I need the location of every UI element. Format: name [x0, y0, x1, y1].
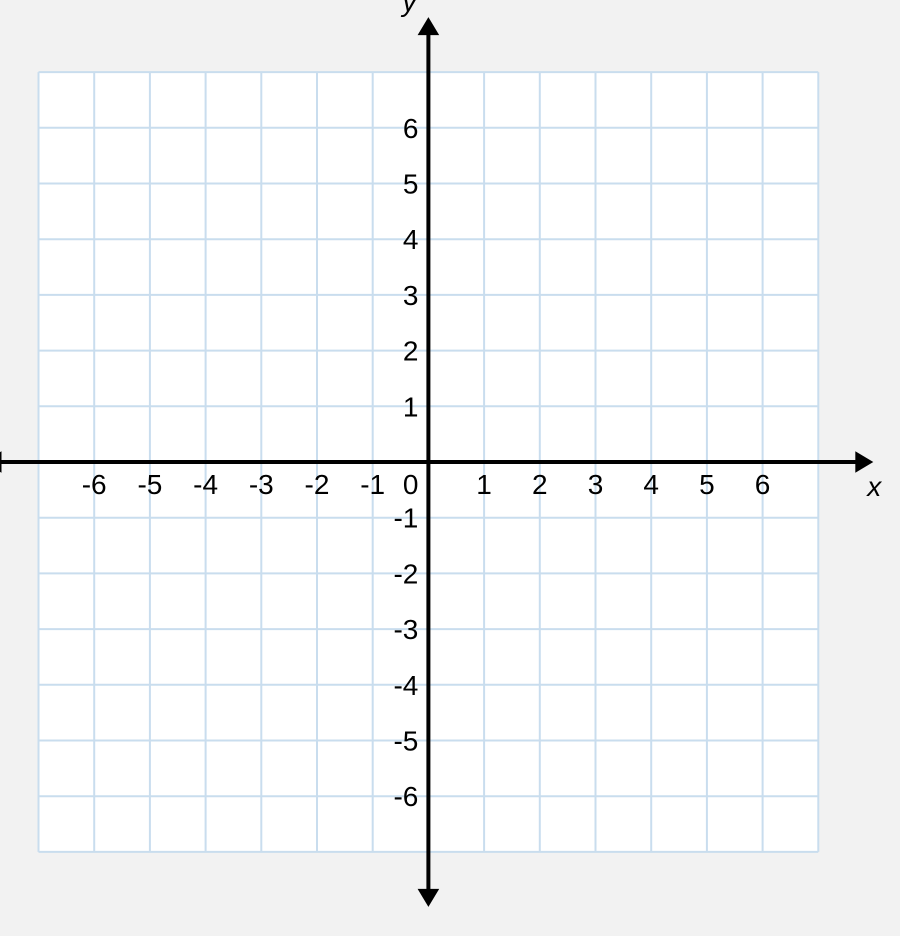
y-tick-label: 6 — [403, 113, 419, 144]
x-tick-label: -6 — [82, 469, 107, 500]
chart-svg: -6-5-4-3-2-10123456-6-5-4-3-2-1123456yx — [0, 0, 900, 936]
y-tick-label: -3 — [393, 614, 418, 645]
y-tick-label: -2 — [393, 558, 418, 589]
x-axis-label: x — [865, 471, 882, 502]
x-tick-label: -4 — [193, 469, 218, 500]
y-tick-label: -6 — [393, 781, 418, 812]
x-tick-label: 3 — [588, 469, 604, 500]
y-axis-label: y — [400, 0, 418, 17]
x-tick-label: -3 — [249, 469, 274, 500]
x-tick-label: 0 — [403, 469, 419, 500]
y-tick-label: -4 — [393, 670, 418, 701]
y-axis-arrow-up — [418, 17, 440, 35]
y-axis-arrow-down — [418, 889, 440, 907]
x-tick-label: -2 — [305, 469, 330, 500]
x-tick-label: 5 — [699, 469, 715, 500]
coordinate-plane-chart: -6-5-4-3-2-10123456-6-5-4-3-2-1123456yx — [0, 0, 900, 936]
y-tick-label: 5 — [403, 169, 419, 200]
y-tick-label: 3 — [403, 280, 419, 311]
y-tick-label: -5 — [393, 726, 418, 757]
y-tick-label: 2 — [403, 336, 419, 367]
x-tick-label: 1 — [476, 469, 492, 500]
x-tick-label: -5 — [137, 469, 162, 500]
x-axis-arrow-right — [855, 451, 873, 473]
x-tick-label: 4 — [643, 469, 659, 500]
x-tick-label: 2 — [532, 469, 548, 500]
x-tick-label: -1 — [360, 469, 385, 500]
x-tick-label: 6 — [755, 469, 771, 500]
y-tick-label: 4 — [403, 224, 419, 255]
y-tick-label: 1 — [403, 391, 419, 422]
x-axis-arrow-left — [0, 451, 2, 473]
y-tick-label: -1 — [393, 503, 418, 534]
